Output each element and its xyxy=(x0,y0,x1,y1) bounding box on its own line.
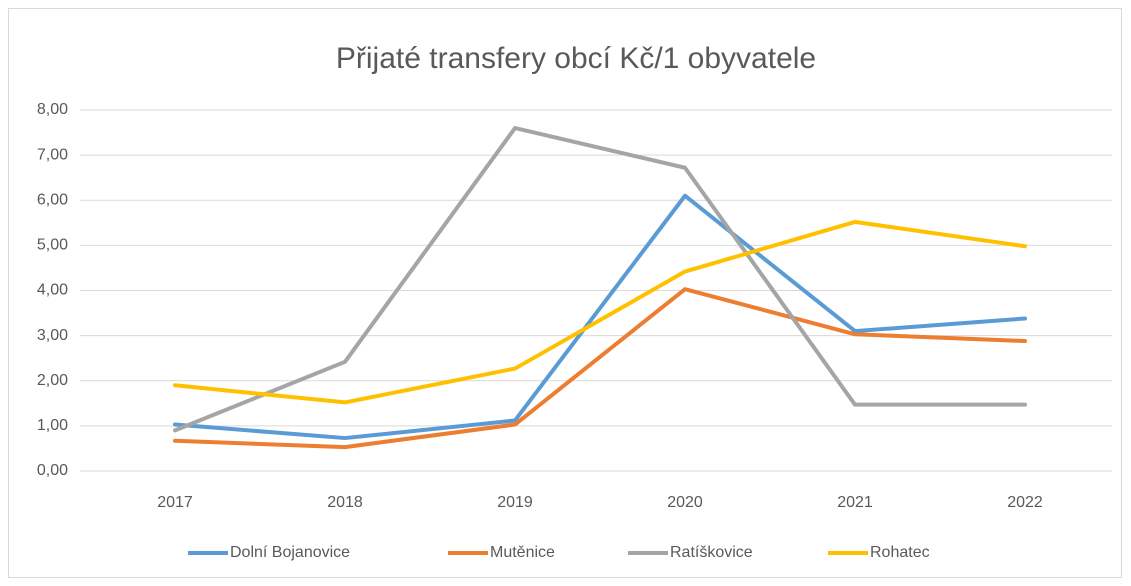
y-tick-label: 5,00 xyxy=(37,237,68,254)
y-tick-label: 4,00 xyxy=(37,282,68,299)
series-line xyxy=(173,219,1027,405)
legend-label: Ratíškovice xyxy=(670,544,753,561)
x-tick-label: 2020 xyxy=(667,494,703,511)
y-tick-label: 7,00 xyxy=(37,146,68,163)
x-tick-label: 2022 xyxy=(1007,494,1043,511)
series-line xyxy=(173,193,1027,441)
y-tick-label: 0,00 xyxy=(37,462,68,479)
legend-label: Rohatec xyxy=(870,544,930,561)
y-tick-label: 1,00 xyxy=(37,417,68,434)
legend-label: Mutěnice xyxy=(490,544,555,561)
series-line xyxy=(173,126,1027,433)
x-tick-label: 2021 xyxy=(837,494,873,511)
chart-border xyxy=(8,8,1122,578)
x-tick-label: 2017 xyxy=(157,494,193,511)
y-tick-label: 8,00 xyxy=(37,101,68,118)
y-tick-label: 2,00 xyxy=(37,372,68,389)
x-tick-label: 2019 xyxy=(497,494,533,511)
y-tick-label: 6,00 xyxy=(37,191,68,208)
x-tick-label: 2018 xyxy=(327,494,363,511)
y-tick-label: 3,00 xyxy=(37,327,68,344)
chart-title: Přijaté transfery obcí Kč/1 obyvatele xyxy=(336,42,816,75)
legend-label: Dolní Bojanovice xyxy=(230,544,350,561)
series-line xyxy=(173,287,1027,450)
